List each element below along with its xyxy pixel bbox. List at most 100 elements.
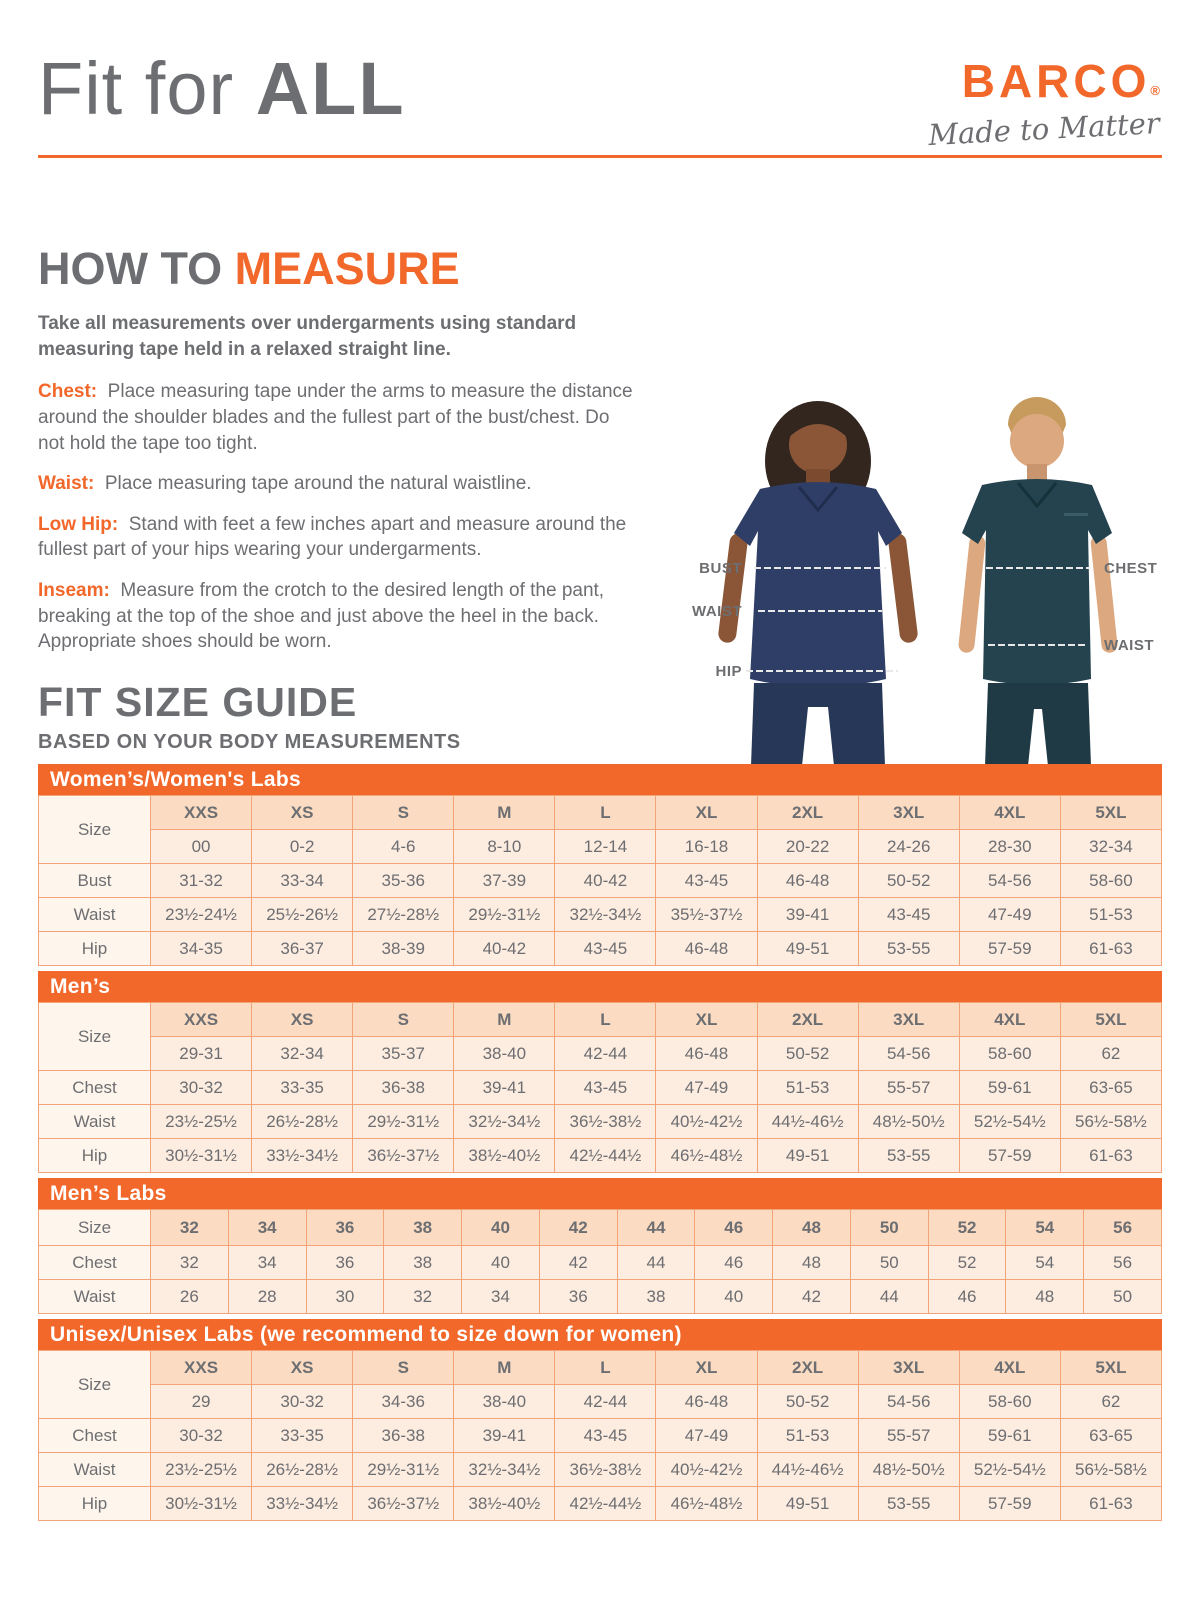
size-column-header: 4XL bbox=[958, 1002, 1061, 1038]
brand-logo: BARCO® bbox=[928, 58, 1160, 104]
measurement-value-cell: 36½-37½ bbox=[352, 1486, 455, 1522]
measurement-value-cell: 53-55 bbox=[857, 1138, 960, 1174]
measurement-figure: BUST WAIST HIP CHEST WAIST bbox=[650, 383, 1190, 768]
numeric-size-cell: 38-40 bbox=[453, 1384, 556, 1420]
measurement-value-cell: 23½-24½ bbox=[149, 897, 253, 933]
bust-label: BUST bbox=[699, 560, 742, 577]
numeric-size-cell: 42-44 bbox=[554, 1384, 657, 1420]
measurement-value-cell: 61-63 bbox=[1059, 1138, 1163, 1174]
measurement-value-cell: 42½-44½ bbox=[554, 1486, 657, 1522]
measurement-value-cell: 39-41 bbox=[453, 1070, 556, 1106]
measurement-value-cell: 39-41 bbox=[756, 897, 859, 933]
size-column-header: 5XL bbox=[1059, 1002, 1163, 1038]
measurement-value-cell: 36½-38½ bbox=[554, 1452, 657, 1488]
size-column-header: L bbox=[554, 1350, 657, 1386]
models-illustration: BUST WAIST HIP CHEST WAIST bbox=[692, 397, 1157, 766]
size-row-label: Size bbox=[38, 1209, 151, 1247]
measurement-value-cell: 32½-34½ bbox=[554, 897, 657, 933]
measurement-row-label: Chest bbox=[38, 1070, 151, 1106]
size-table: Size XXS XS S M L XL 2XL 3XL 4XL 5XL 29 30-32 34-36 38… bbox=[38, 1350, 1163, 1522]
fit-size-guide-section: FIT SIZE GUIDE BASED ON YOUR BODY MEASUR… bbox=[38, 679, 1163, 1526]
measurement-value-cell: 54-56 bbox=[958, 863, 1061, 899]
measurement-value-cell: 53-55 bbox=[857, 931, 960, 967]
numeric-size-cell: 8-10 bbox=[453, 829, 556, 865]
measurement-value-cell: 26 bbox=[150, 1279, 229, 1315]
measurement-value-cell: 50 bbox=[1083, 1279, 1162, 1315]
size-column-header: XXS bbox=[149, 1002, 253, 1038]
measurement-row-label: Waist bbox=[38, 1279, 151, 1315]
measurement-value-cell: 52½-54½ bbox=[958, 1104, 1061, 1140]
measurement-value-cell: 46½-48½ bbox=[655, 1138, 758, 1174]
measurement-value-cell: 49-51 bbox=[756, 1138, 859, 1174]
measurement-value-cell: 36-38 bbox=[352, 1070, 455, 1106]
measure-item: Inseam: Measure from the crotch to the d… bbox=[38, 578, 638, 655]
measurement-value-cell: 46-48 bbox=[655, 931, 758, 967]
numeric-size-cell: 58-60 bbox=[958, 1036, 1061, 1072]
numeric-size-cell: 29-31 bbox=[149, 1036, 253, 1072]
numeric-size-cell: 38-40 bbox=[453, 1036, 556, 1072]
measurement-value-cell: 29½-31½ bbox=[453, 897, 556, 933]
measurement-value-cell: 61-63 bbox=[1059, 931, 1163, 967]
chest-label: CHEST bbox=[1104, 560, 1157, 577]
man-model-silhouette bbox=[958, 397, 1118, 766]
numeric-size-cell: 12-14 bbox=[554, 829, 657, 865]
numeric-size-cell: 30-32 bbox=[251, 1384, 354, 1420]
size-column-header: M bbox=[453, 1350, 556, 1386]
measure-item: Chest: Place measuring tape under the ar… bbox=[38, 379, 638, 456]
size-column-header: XL bbox=[655, 1350, 758, 1386]
measurement-value-cell: 33-35 bbox=[251, 1418, 354, 1454]
measurement-value-cell: 55-57 bbox=[857, 1418, 960, 1454]
size-row-label: Size bbox=[38, 795, 151, 865]
measurement-value-cell: 58-60 bbox=[1059, 863, 1163, 899]
measurement-value-cell: 34 bbox=[227, 1245, 307, 1281]
measure-items: Chest: Place measuring tape under the ar… bbox=[38, 379, 638, 655]
size-column-header: S bbox=[352, 795, 455, 831]
measurement-value-cell: 26½-28½ bbox=[251, 1452, 354, 1488]
measurement-value-cell: 36-37 bbox=[251, 931, 354, 967]
measurement-value-cell: 27½-28½ bbox=[352, 897, 455, 933]
measurement-value-cell: 30-32 bbox=[149, 1418, 253, 1454]
measurement-value-cell: 33-34 bbox=[251, 863, 354, 899]
measurement-value-cell: 40 bbox=[461, 1245, 540, 1281]
numeric-size-cell: 16-18 bbox=[655, 829, 758, 865]
measurement-value-cell: 23½-25½ bbox=[149, 1104, 253, 1140]
page-title-bold: ALL bbox=[255, 47, 406, 130]
numeric-size-cell: 32-34 bbox=[251, 1036, 354, 1072]
measurement-value-cell: 46½-48½ bbox=[655, 1486, 758, 1522]
measure-item-text: Place measuring tape under the arms to m… bbox=[38, 381, 633, 454]
measurement-value-cell: 59-61 bbox=[958, 1418, 1061, 1454]
measurement-lines bbox=[746, 567, 1090, 672]
size-column-header: 48 bbox=[772, 1209, 851, 1247]
measurement-value-cell: 56½-58½ bbox=[1059, 1104, 1163, 1140]
hip-label: HIP bbox=[715, 663, 742, 680]
size-column-header: M bbox=[453, 795, 556, 831]
numeric-size-cell: 62 bbox=[1059, 1384, 1163, 1420]
measurement-value-cell: 23½-25½ bbox=[149, 1452, 253, 1488]
size-column-header: 4XL bbox=[958, 795, 1061, 831]
size-column-header: M bbox=[453, 1002, 556, 1038]
measurement-value-cell: 44 bbox=[616, 1245, 696, 1281]
measurement-value-cell: 38 bbox=[616, 1279, 696, 1315]
measurement-value-cell: 46 bbox=[927, 1279, 1007, 1315]
how-to-measure-title-gray: HOW TO bbox=[38, 243, 223, 294]
numeric-size-cell: 28-30 bbox=[958, 829, 1061, 865]
size-column-header: 42 bbox=[538, 1209, 618, 1247]
measurement-value-cell: 46 bbox=[694, 1245, 774, 1281]
size-table-block: Unisex/Unisex Labs (we recommend to size… bbox=[38, 1319, 1163, 1522]
measurement-value-cell: 36½-38½ bbox=[554, 1104, 657, 1140]
size-table-title-band: Unisex/Unisex Labs (we recommend to size… bbox=[38, 1319, 1162, 1351]
size-column-header: XL bbox=[655, 1002, 758, 1038]
size-guide-subtitle: BASED ON YOUR BODY MEASUREMENTS bbox=[38, 731, 461, 754]
measurement-value-cell: 30½-31½ bbox=[149, 1486, 253, 1522]
header-divider bbox=[38, 155, 1162, 158]
measurement-value-cell: 48½-50½ bbox=[857, 1104, 960, 1140]
woman-waist-label: WAIST bbox=[692, 603, 742, 620]
size-column-header: S bbox=[352, 1350, 455, 1386]
measurement-value-cell: 32 bbox=[150, 1245, 229, 1281]
measurement-value-cell: 37-39 bbox=[453, 863, 556, 899]
measurement-value-cell: 63-65 bbox=[1059, 1418, 1163, 1454]
size-column-header: 40 bbox=[461, 1209, 540, 1247]
numeric-size-cell: 50-52 bbox=[756, 1384, 859, 1420]
size-column-header: 38 bbox=[383, 1209, 463, 1247]
size-table: Size 32 34 36 38 40 42 44 46 48 50 52 54 56 Chest 32 34 3… bbox=[38, 1209, 1162, 1315]
